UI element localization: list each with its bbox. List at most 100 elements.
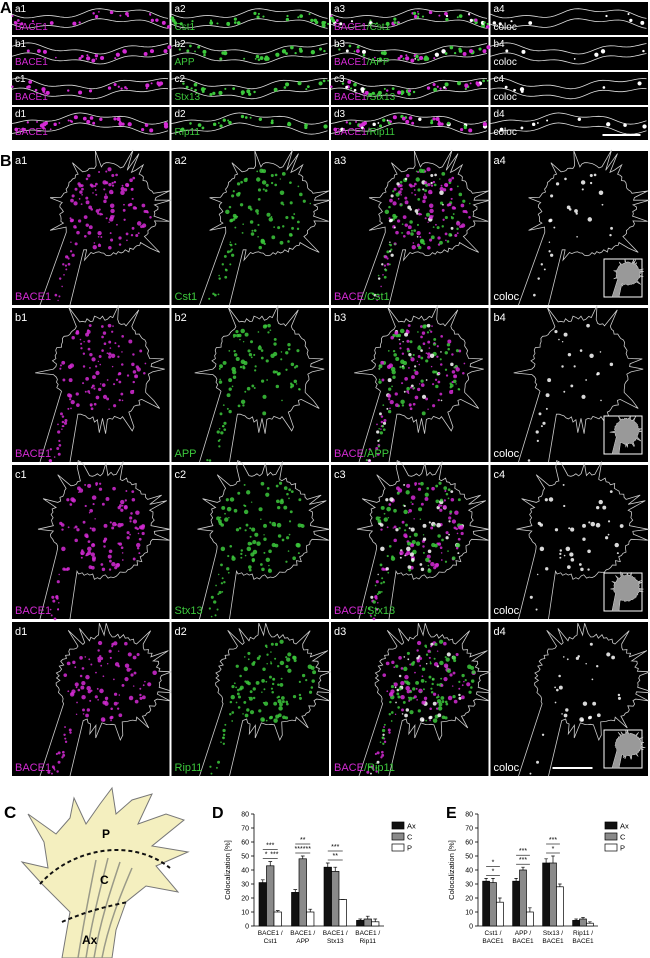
puncta xyxy=(34,88,38,92)
puncta xyxy=(438,372,440,375)
puncta xyxy=(422,199,426,204)
puncta xyxy=(423,696,428,701)
puncta xyxy=(437,706,443,711)
puncta xyxy=(225,498,229,502)
puncta xyxy=(382,733,385,736)
puncta xyxy=(411,558,415,562)
puncta xyxy=(239,203,244,207)
channel-label: BACE1 xyxy=(15,605,51,617)
puncta xyxy=(389,700,392,704)
puncta xyxy=(302,199,306,203)
legend-swatch xyxy=(391,821,405,830)
puncta xyxy=(436,85,439,88)
puncta xyxy=(246,546,252,552)
puncta xyxy=(440,363,443,366)
puncta xyxy=(275,370,278,374)
puncta xyxy=(430,687,433,690)
puncta xyxy=(430,690,434,694)
puncta xyxy=(221,263,224,266)
puncta xyxy=(400,399,405,405)
merge-part: /Rip11 xyxy=(364,762,395,774)
puncta xyxy=(262,411,267,416)
puncta xyxy=(390,336,394,340)
puncta xyxy=(399,180,403,184)
puncta xyxy=(569,552,574,557)
puncta xyxy=(434,378,438,381)
panel-letter: D xyxy=(212,805,224,822)
puncta xyxy=(395,356,400,361)
puncta xyxy=(138,537,142,541)
puncta xyxy=(419,518,422,520)
puncta xyxy=(458,14,463,18)
puncta xyxy=(448,533,450,536)
puncta xyxy=(59,367,62,370)
puncta xyxy=(249,710,255,715)
puncta xyxy=(393,525,397,529)
puncta xyxy=(255,209,259,213)
puncta xyxy=(386,526,389,529)
puncta xyxy=(128,695,134,701)
puncta xyxy=(377,293,379,296)
bar xyxy=(306,911,315,927)
puncta xyxy=(323,49,326,53)
puncta xyxy=(441,700,445,704)
error-bar xyxy=(268,861,273,866)
puncta xyxy=(376,430,380,434)
puncta xyxy=(404,674,409,680)
puncta xyxy=(95,671,97,674)
puncta xyxy=(424,492,429,497)
puncta xyxy=(61,428,63,430)
puncta xyxy=(116,116,121,121)
puncta xyxy=(58,277,62,280)
puncta xyxy=(414,209,419,213)
puncta xyxy=(109,203,115,209)
puncta xyxy=(573,365,576,368)
puncta xyxy=(85,177,89,181)
puncta xyxy=(395,230,399,235)
puncta xyxy=(247,541,252,546)
puncta xyxy=(428,10,433,15)
puncta xyxy=(462,210,466,213)
puncta xyxy=(89,366,91,369)
puncta xyxy=(263,537,267,541)
puncta xyxy=(293,659,297,663)
puncta xyxy=(386,257,389,260)
puncta xyxy=(415,177,420,182)
puncta xyxy=(117,355,120,358)
puncta xyxy=(82,713,85,715)
puncta xyxy=(220,741,222,743)
puncta xyxy=(106,397,110,401)
puncta xyxy=(240,180,243,184)
puncta xyxy=(345,49,349,53)
puncta xyxy=(391,660,395,664)
puncta xyxy=(228,378,233,383)
puncta xyxy=(113,82,117,87)
puncta xyxy=(273,226,276,228)
puncta xyxy=(117,702,119,704)
puncta xyxy=(222,360,227,365)
puncta xyxy=(486,79,489,82)
puncta xyxy=(409,220,413,224)
puncta xyxy=(396,219,401,223)
puncta xyxy=(103,523,108,528)
puncta xyxy=(253,353,256,357)
puncta xyxy=(121,559,124,561)
puncta xyxy=(274,642,279,646)
puncta xyxy=(297,16,300,19)
puncta xyxy=(381,424,385,428)
puncta xyxy=(383,517,388,522)
panel-tag: d4 xyxy=(494,109,506,120)
puncta xyxy=(102,331,107,335)
puncta xyxy=(405,523,408,527)
puncta xyxy=(461,225,464,228)
puncta xyxy=(70,218,74,222)
puncta xyxy=(295,364,299,368)
merge-label: BACE1/APP xyxy=(334,57,390,68)
puncta xyxy=(417,487,422,491)
puncta xyxy=(103,199,107,204)
puncta xyxy=(420,356,424,360)
puncta xyxy=(427,182,431,187)
puncta xyxy=(109,521,112,524)
puncta xyxy=(80,342,83,345)
puncta xyxy=(299,192,303,197)
